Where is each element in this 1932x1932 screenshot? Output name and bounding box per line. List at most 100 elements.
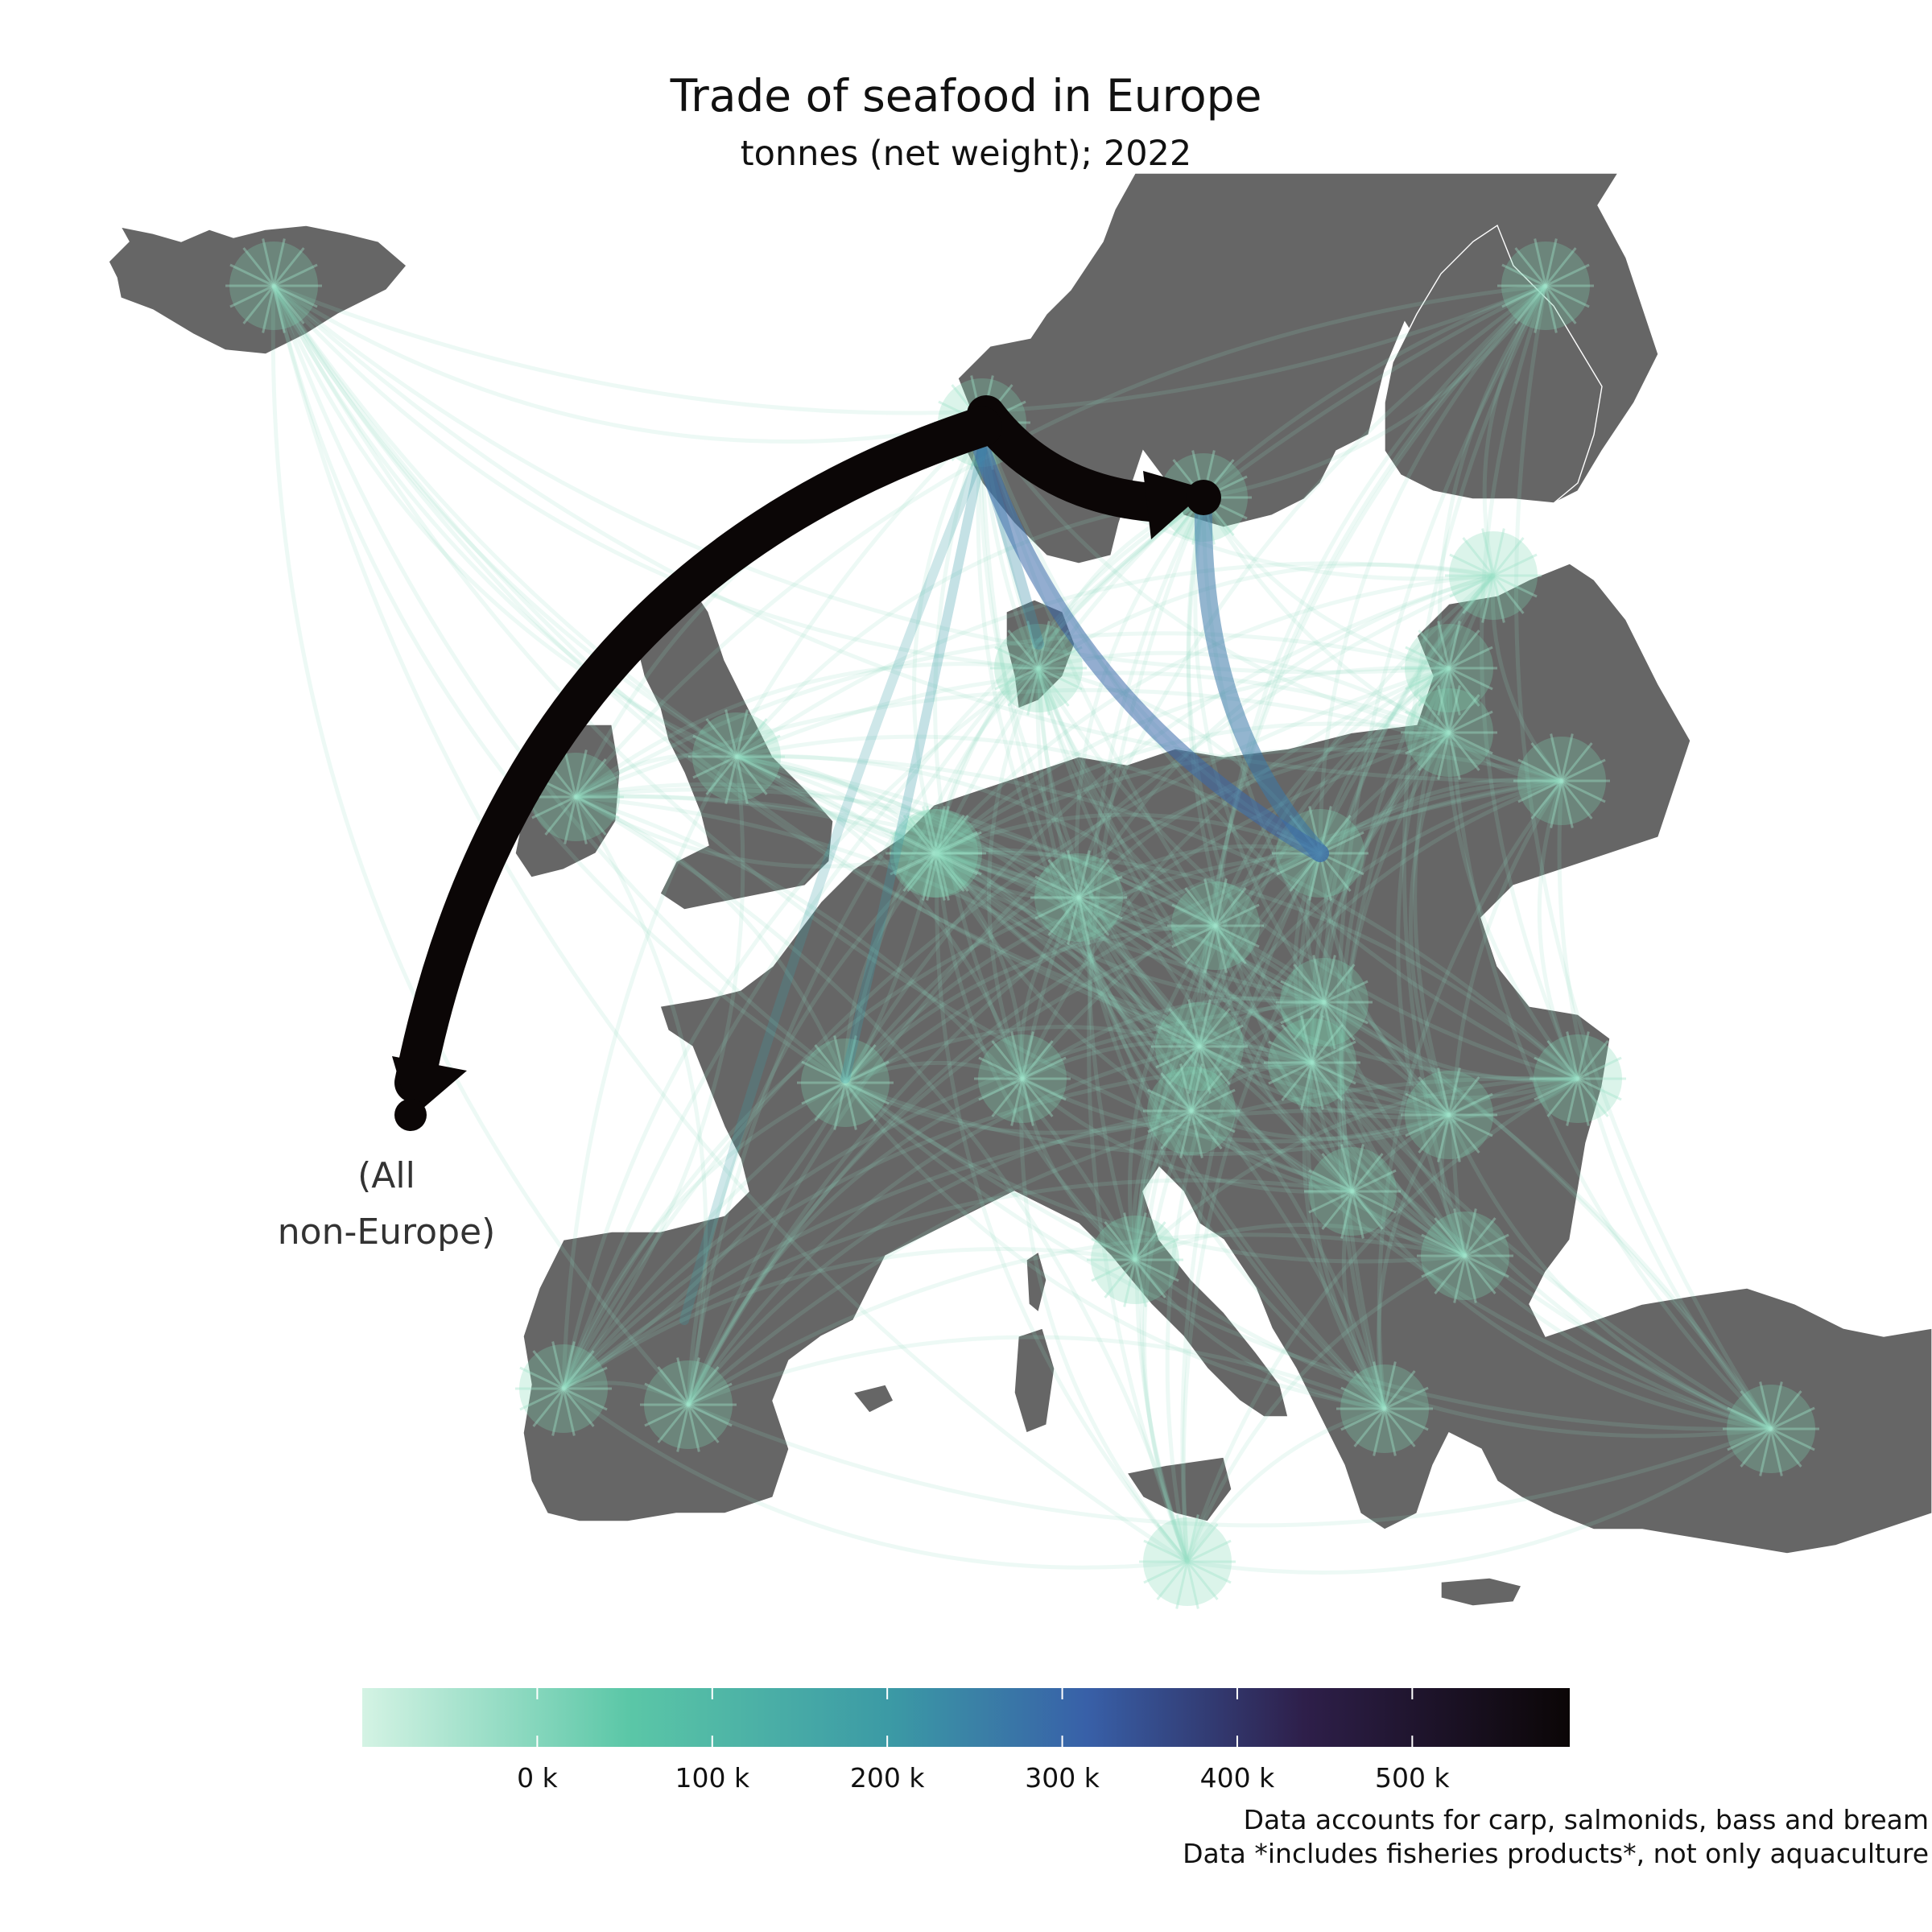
minor-flow-line (1479, 285, 1580, 1080)
minor-flow-line (1189, 667, 1451, 1112)
minor-flow-line (1139, 1046, 1202, 1563)
minor-flow-line (736, 754, 1387, 1410)
hub-spoke (1534, 1056, 1579, 1080)
hub-spoke (1168, 1008, 1201, 1047)
hub-spoke (1448, 1113, 1493, 1137)
hub-spoke (906, 815, 939, 854)
hub-spoke (273, 284, 318, 308)
minor-flow-line (1186, 497, 1315, 1064)
hub-spoke (1198, 999, 1212, 1047)
hub-spoke (906, 852, 939, 892)
minor-flow-line (561, 1080, 847, 1389)
hub-spoke (272, 285, 305, 324)
hub-spoke (1418, 694, 1451, 733)
colorbar-tick-label: 300 k (1025, 1762, 1100, 1794)
minor-flow-line (1322, 1001, 1467, 1257)
hub-spoke (890, 831, 935, 855)
minor-flow-line (1197, 778, 1563, 1048)
minor-flow-line (686, 1076, 1023, 1406)
hub-spoke (1147, 1109, 1192, 1133)
minor-flow-line (1133, 1076, 1579, 1261)
minor-flow-line (1133, 852, 1322, 1261)
minor-flow-line (980, 422, 1386, 1410)
minor-flow-line (844, 1081, 1772, 1431)
hub-spoke (1534, 238, 1547, 287)
hub-spoke (1353, 1408, 1386, 1447)
minor-flow-line (271, 284, 1450, 1117)
hub-spoke (1104, 1221, 1137, 1261)
flow-norway-to-spain (679, 446, 987, 1325)
hub-spoke (833, 1082, 847, 1130)
minor-flow-line (736, 754, 1773, 1430)
minor-flow-line (933, 848, 1217, 928)
hub-spoke (1078, 875, 1123, 899)
minor-flow-line (1036, 667, 1579, 1081)
minor-flow-line (561, 666, 1040, 1389)
non-europe-hub-dot (394, 1099, 427, 1131)
hub-spoke (1759, 1381, 1773, 1430)
hub-spoke (1321, 1153, 1354, 1192)
hub-spoke (532, 1388, 565, 1427)
minor-flow-line (271, 285, 847, 1085)
hub-spoke (705, 718, 738, 758)
minor-flow-line (1189, 284, 1547, 1112)
country-hubs (225, 238, 1819, 1609)
minor-flow-line (1189, 1000, 1325, 1113)
hub-spoke (1418, 667, 1451, 707)
hub-spoke (657, 1366, 690, 1406)
continent-shape (522, 563, 1932, 1554)
minor-flow-line (1035, 667, 1193, 1113)
hub-spoke (735, 756, 749, 804)
hub-spoke (1463, 1217, 1496, 1257)
hub-spoke (1544, 247, 1577, 287)
hub-spoke (1353, 1370, 1386, 1410)
colorbar-tick-label: 0 k (517, 1762, 558, 1794)
minor-flow-line (1141, 1110, 1194, 1563)
hub-spoke (1293, 1001, 1326, 1041)
hub-spoke (932, 815, 965, 854)
hub-spoke (644, 1403, 689, 1427)
hub-spoke (1447, 1114, 1461, 1162)
minor-flow-line (575, 794, 1314, 1064)
minor-flow-line (574, 795, 1190, 1563)
minor-flow-line (1198, 1000, 1325, 1048)
hub-spoke (1077, 897, 1091, 945)
hub-spoke (1546, 1078, 1579, 1117)
hub-spoke (844, 1060, 890, 1084)
hub-spoke (1187, 1046, 1201, 1094)
hub-spoke (1037, 667, 1051, 716)
hub-spoke (1323, 1001, 1368, 1025)
hub-spoke (644, 1382, 689, 1406)
hub-spoke (1340, 1407, 1385, 1431)
minor-flow-line (936, 852, 1313, 1065)
minor-flow-line (574, 795, 935, 869)
flow-norway-to-sweden (967, 395, 1179, 522)
minor-flow-line (1377, 779, 1563, 1410)
hub-spoke (1481, 528, 1495, 576)
hub-spoke (1530, 780, 1563, 819)
hub-spoke (1434, 1217, 1467, 1257)
hub-spoke (1576, 1078, 1609, 1117)
minor-flow-line (573, 795, 708, 1406)
hub-spoke (735, 709, 749, 758)
hub-spoke (1293, 964, 1326, 1003)
country-hub (1449, 531, 1538, 620)
hub-spoke (1308, 1169, 1353, 1193)
minor-flow-line (1351, 1076, 1579, 1193)
footnote-line1: Data accounts for carp, salmonids, bass … (1244, 1804, 1929, 1835)
hub-spoke (1300, 1062, 1314, 1110)
hub-spoke (1077, 897, 1110, 936)
hub-spoke (1186, 1561, 1219, 1600)
minor-flow-line (844, 1061, 1023, 1085)
minor-flow-line (933, 812, 1321, 856)
mallorca-shape (852, 1384, 894, 1414)
hub-spoke (1560, 742, 1593, 782)
sardinia-shape (1013, 1327, 1055, 1434)
minor-flow-line (1133, 1109, 1193, 1261)
minor-flow-line (1189, 778, 1563, 1113)
hub-spoke (1067, 850, 1080, 898)
minor-flow-line (1186, 497, 1355, 1193)
minor-flow-line (976, 422, 1193, 1113)
colorbar-tick-label: 500 k (1375, 1762, 1450, 1794)
minor-flow-line (1198, 1045, 1450, 1120)
